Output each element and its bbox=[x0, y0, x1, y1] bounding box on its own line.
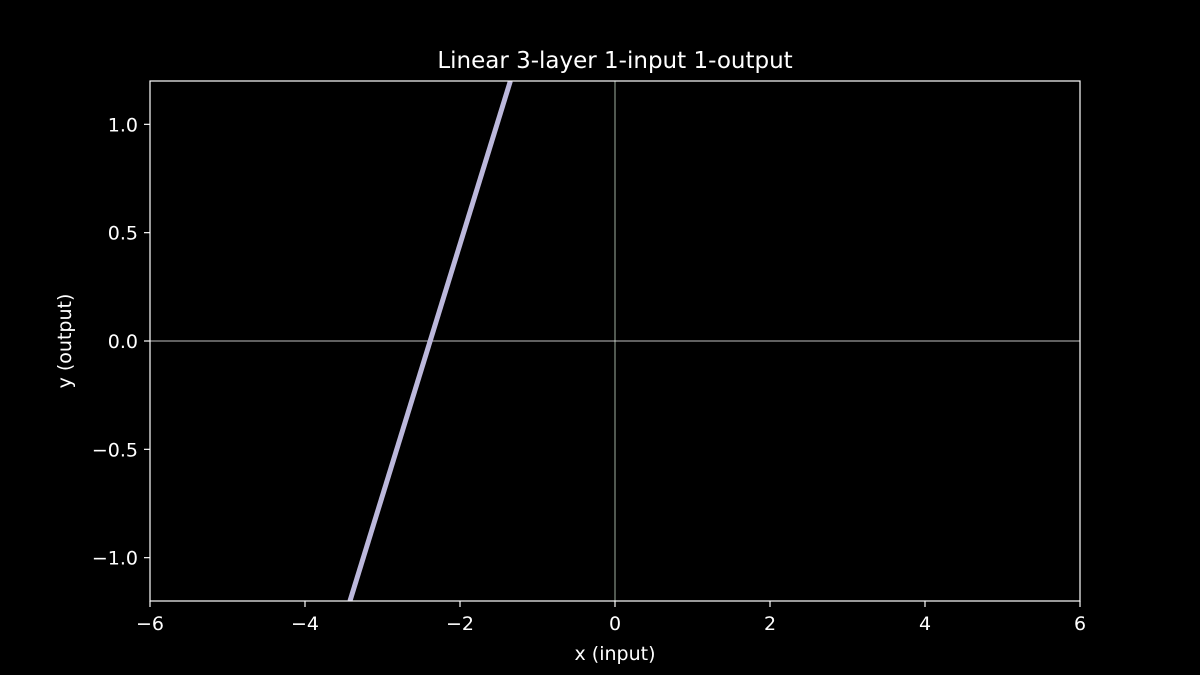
y-tick-label: −0.5 bbox=[92, 439, 138, 461]
x-tick-label: 0 bbox=[609, 613, 621, 635]
x-tick-label: −2 bbox=[446, 613, 474, 635]
x-tick-label: −4 bbox=[291, 613, 319, 635]
y-tick-label: 0.5 bbox=[108, 223, 138, 245]
y-tick-label: −1.0 bbox=[92, 548, 138, 570]
y-tick-label: 0.0 bbox=[108, 331, 138, 353]
y-axis-label: y (output) bbox=[54, 294, 76, 389]
x-axis-label: x (input) bbox=[575, 643, 656, 665]
x-tick-label: −6 bbox=[136, 613, 164, 635]
x-tick-label: 2 bbox=[764, 613, 776, 635]
x-tick-label: 4 bbox=[919, 613, 931, 635]
x-tick-label: 6 bbox=[1074, 613, 1086, 635]
y-tick-label: 1.0 bbox=[108, 114, 138, 136]
chart-title: Linear 3-layer 1-input 1-output bbox=[437, 48, 792, 74]
series-line-0 bbox=[347, 81, 513, 601]
plot-area: −6 −4 −2 0 2 4 6 −1.0 −0.5 0.0 0.5 1.0 bbox=[92, 80, 1086, 635]
